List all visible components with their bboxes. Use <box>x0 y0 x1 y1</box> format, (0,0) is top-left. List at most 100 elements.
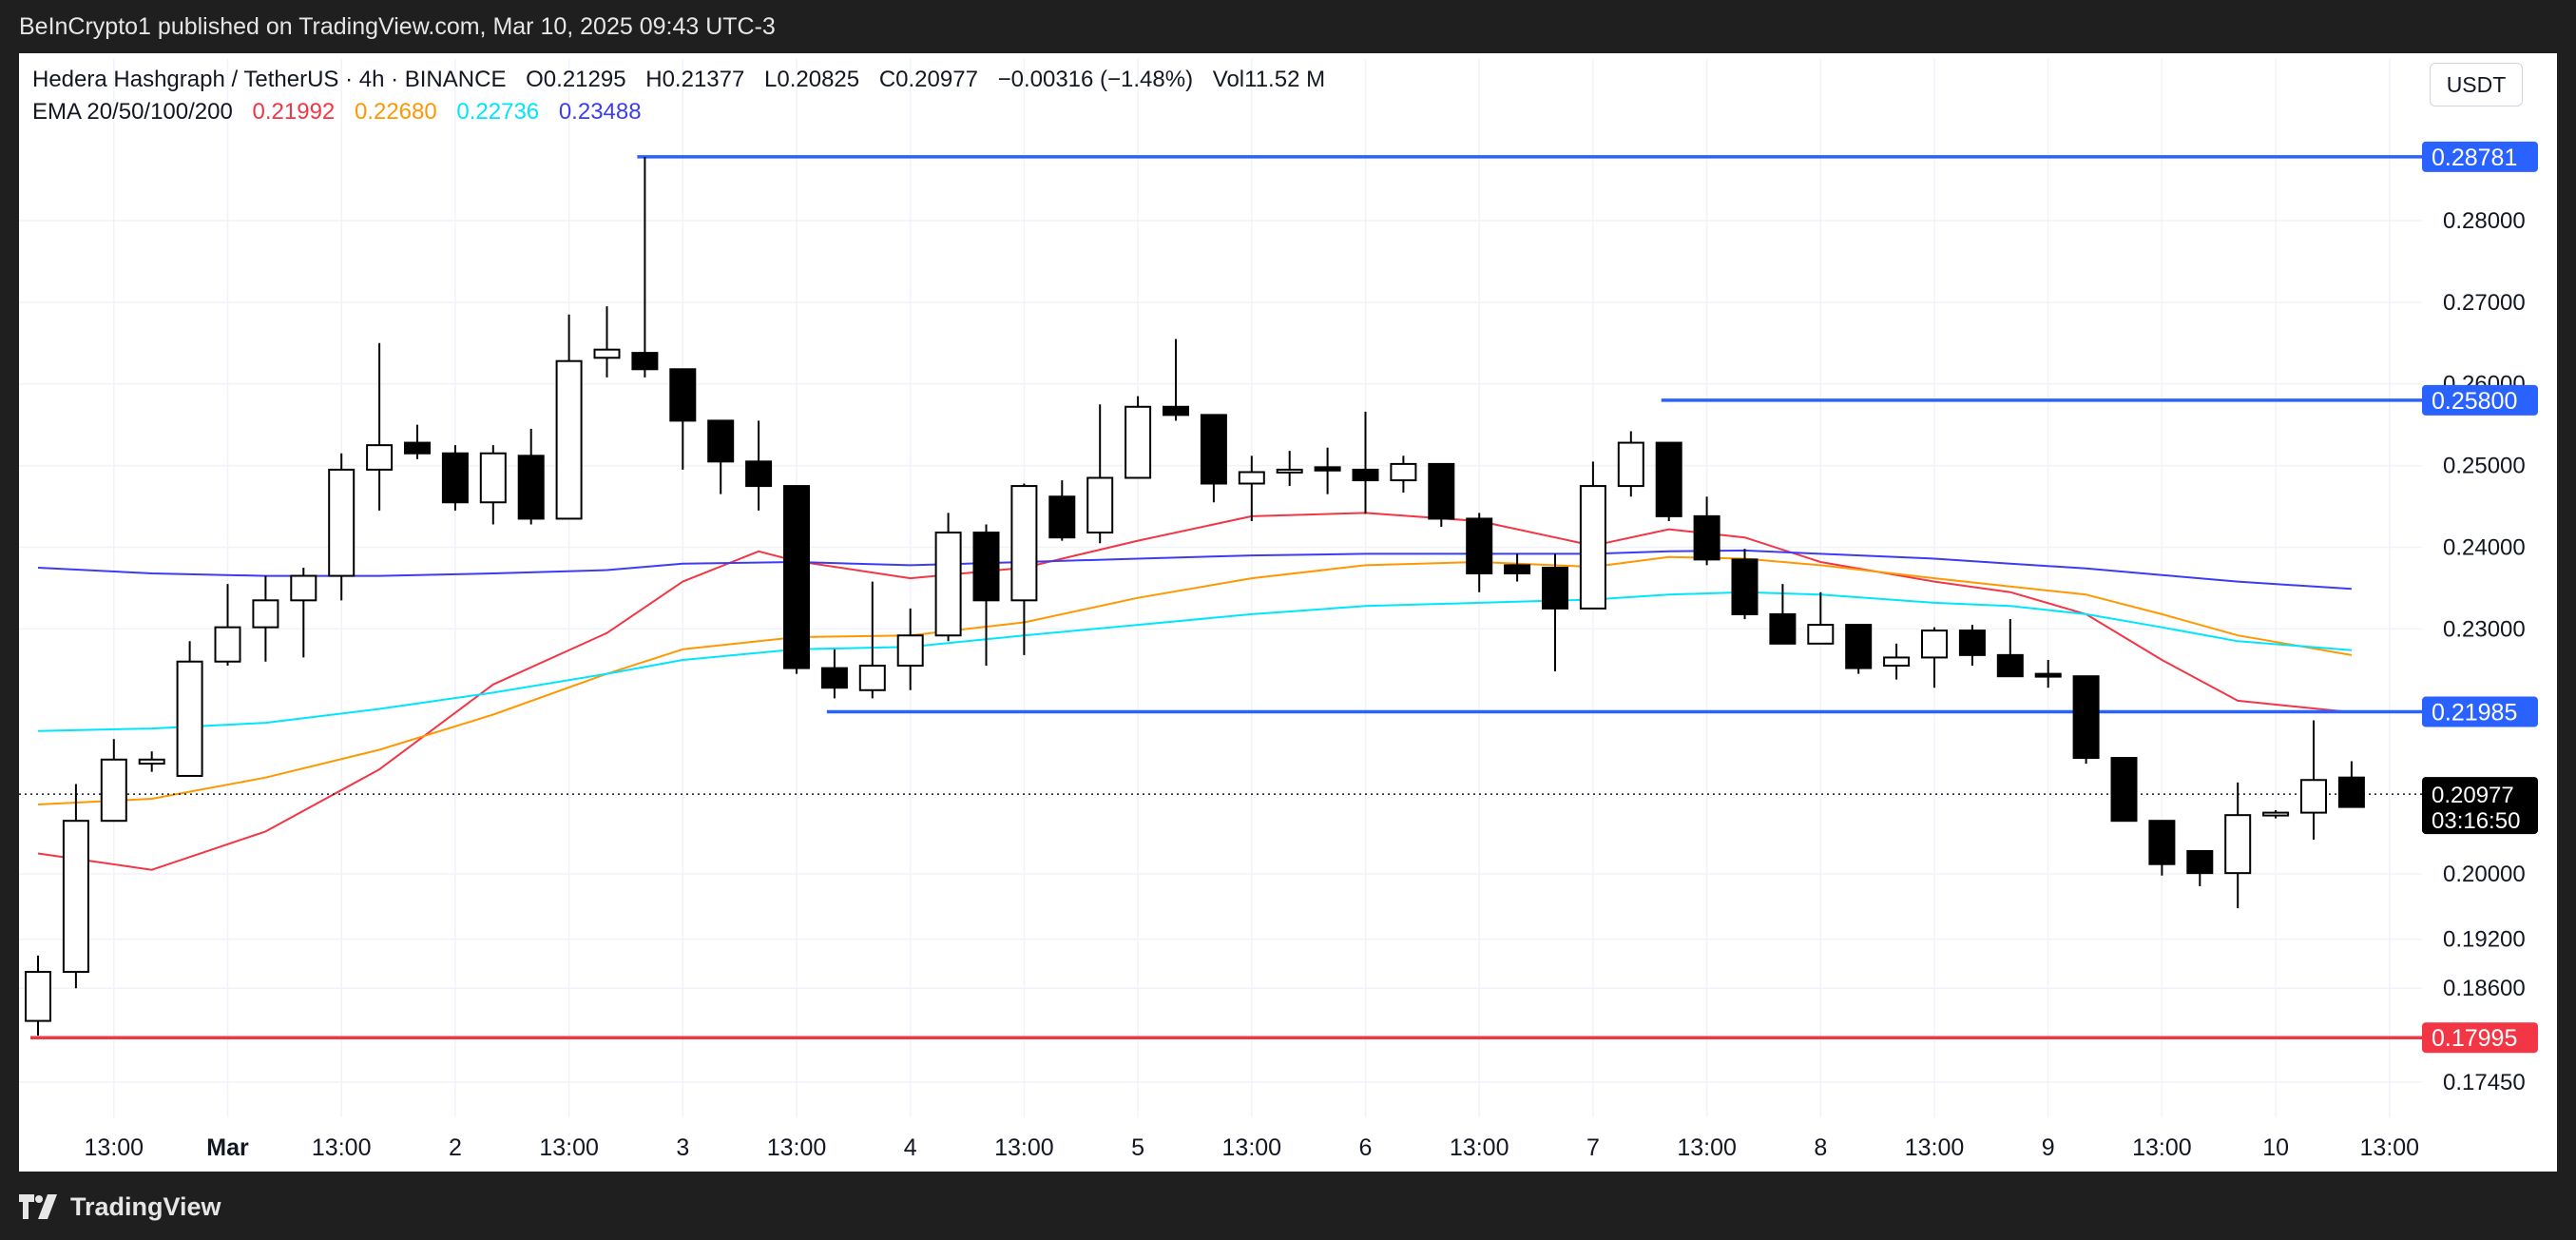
y-tick-label: 0.25000 <box>2443 454 2526 479</box>
candle[interactable] <box>100 758 127 823</box>
candle[interactable] <box>441 452 469 504</box>
candle[interactable] <box>1731 558 1759 615</box>
candle[interactable] <box>1390 462 1417 482</box>
candle[interactable] <box>2262 811 2290 817</box>
level-price-label: 0.21985 <box>2432 700 2517 727</box>
x-tick-label: 13:00 <box>539 1134 599 1161</box>
currency-button[interactable]: USDT <box>2430 63 2523 107</box>
y-tick-label: 0.17450 <box>2443 1070 2526 1095</box>
candle[interactable] <box>2337 776 2365 808</box>
candle[interactable] <box>2300 779 2327 814</box>
candle[interactable] <box>517 455 545 520</box>
candle[interactable] <box>783 485 810 669</box>
x-tick-label: 5 <box>1131 1134 1144 1161</box>
level-price-tag <box>2422 696 2538 727</box>
candle[interactable] <box>1504 564 1531 574</box>
candle[interactable] <box>214 626 241 663</box>
candle[interactable] <box>138 758 165 765</box>
candle[interactable] <box>669 368 697 422</box>
candle[interactable] <box>972 532 1000 602</box>
candle[interactable] <box>745 460 773 488</box>
candle[interactable] <box>593 348 621 359</box>
candle[interactable] <box>2072 675 2100 760</box>
y-tick-label: 0.27000 <box>2443 290 2526 316</box>
candle[interactable] <box>2186 849 2214 875</box>
x-tick-label: 13:00 <box>767 1134 827 1161</box>
candle[interactable] <box>366 444 394 471</box>
candle[interactable] <box>1996 653 2024 678</box>
symbol-title[interactable]: Hedera Hashgraph / TetherUS · 4h · BINAN… <box>32 67 507 92</box>
candle[interactable] <box>252 599 279 629</box>
y-tick-label: 0.24000 <box>2443 534 2526 560</box>
x-tick-label: 13:00 <box>85 1134 144 1161</box>
y-tick-label: 0.19200 <box>2443 927 2526 953</box>
candle[interactable] <box>1428 462 1455 520</box>
candle[interactable] <box>1048 495 1076 539</box>
candle[interactable] <box>1125 405 1152 479</box>
x-tick-label: 13:00 <box>1905 1134 1965 1161</box>
high-label: H <box>645 67 663 92</box>
candle[interactable] <box>858 665 886 691</box>
open-label: O <box>526 67 544 92</box>
candle[interactable] <box>1010 485 1038 602</box>
candle[interactable] <box>290 574 317 602</box>
candle[interactable] <box>1238 471 1265 485</box>
candle[interactable] <box>328 468 356 577</box>
candle[interactable] <box>1086 476 1114 534</box>
candle[interactable] <box>176 660 203 777</box>
x-tick-label: 2 <box>449 1134 462 1161</box>
candle[interactable] <box>1542 566 1568 610</box>
x-tick-label: 10 <box>2262 1134 2289 1161</box>
level-price-tag <box>2422 141 2538 172</box>
level-price-label: 0.17995 <box>2432 1025 2517 1052</box>
candle[interactable] <box>2034 672 2062 678</box>
y-tick-label: 0.23000 <box>2443 616 2526 642</box>
candle[interactable] <box>1655 441 1682 517</box>
candle[interactable] <box>2224 814 2252 875</box>
candle[interactable] <box>1579 485 1606 610</box>
candle[interactable] <box>2148 820 2176 865</box>
candle[interactable] <box>1276 468 1303 474</box>
level-price-label: 0.25800 <box>2432 388 2517 415</box>
candle[interactable] <box>1845 624 1873 669</box>
candle[interactable] <box>1807 624 1835 645</box>
candle[interactable] <box>62 820 89 974</box>
candle[interactable] <box>934 532 962 637</box>
ema-line-ema100 <box>37 591 2352 732</box>
ohlc-legend: Hedera Hashgraph / TetherUS · 4h · BINAN… <box>32 67 1325 93</box>
tradingview-logo[interactable]: TradingView <box>19 1191 221 1223</box>
candle[interactable] <box>631 352 659 371</box>
candle[interactable] <box>1163 405 1189 417</box>
close-value: 0.20977 <box>895 67 978 92</box>
candle[interactable] <box>2110 757 2138 823</box>
high-value: 0.21377 <box>662 67 745 92</box>
candle[interactable] <box>1693 514 1721 561</box>
candle[interactable] <box>1314 466 1341 472</box>
level-price-tag <box>2422 1022 2538 1054</box>
candle[interactable] <box>479 452 507 504</box>
tradingview-logo-icon <box>19 1194 57 1219</box>
candle[interactable] <box>1769 612 1797 645</box>
ema200-value: 0.23488 <box>558 99 642 125</box>
candle[interactable] <box>1200 414 1227 485</box>
ema-label[interactable]: EMA 20/50/100/200 <box>32 99 233 125</box>
candle[interactable] <box>1617 441 1644 488</box>
price-chart[interactable]: 0.280000.270000.260000.250000.240000.230… <box>0 0 2557 1172</box>
candle[interactable] <box>1466 517 1493 574</box>
candle[interactable] <box>1958 630 1986 656</box>
candle[interactable] <box>1883 656 1911 668</box>
x-tick-label: 13:00 <box>1450 1134 1509 1161</box>
x-tick-label: 13:00 <box>1222 1134 1282 1161</box>
x-tick-label: 13:00 <box>1677 1134 1737 1161</box>
candle[interactable] <box>1352 468 1379 482</box>
candle[interactable] <box>1921 630 1948 659</box>
candle[interactable] <box>820 667 848 689</box>
candle[interactable] <box>404 441 431 455</box>
candle[interactable] <box>555 359 583 520</box>
ema100-value: 0.22736 <box>456 99 540 125</box>
level-price-label: 0.28781 <box>2432 145 2517 171</box>
candle[interactable] <box>707 419 735 463</box>
candle[interactable] <box>25 971 51 1022</box>
y-tick-label: 0.18600 <box>2443 976 2526 1001</box>
candle[interactable] <box>896 634 924 668</box>
